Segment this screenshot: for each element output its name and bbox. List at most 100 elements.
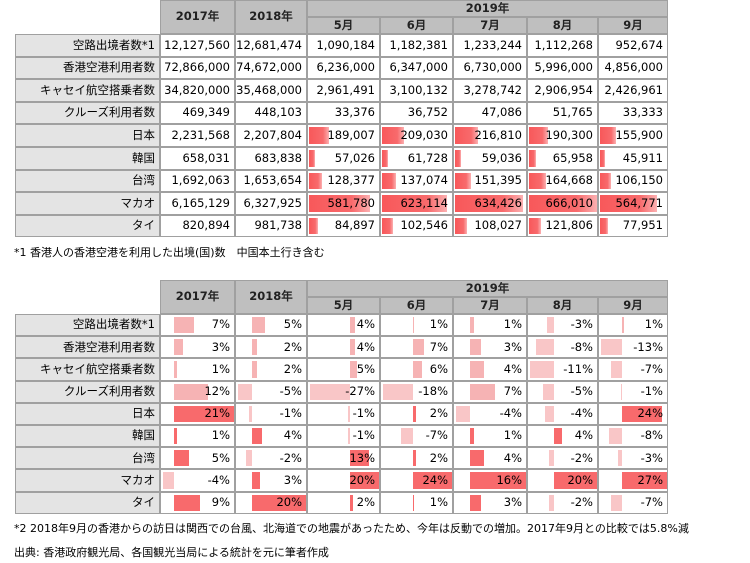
cell: -4% xyxy=(527,402,598,425)
data-bar xyxy=(309,195,371,212)
data-bar xyxy=(455,127,479,144)
cell-text: 6月 xyxy=(406,17,427,32)
cell-text: 36,752 xyxy=(407,105,448,120)
cell-text: 3% xyxy=(283,472,302,487)
cell: -8% xyxy=(527,336,598,359)
cell: 33,333 xyxy=(598,101,668,125)
cell-text: 2,207,804 xyxy=(243,127,302,142)
cell: 164,668 xyxy=(527,169,598,193)
cell-text: キャセイ航空搭乗者数 xyxy=(40,361,155,376)
cell: 137,074 xyxy=(380,169,453,193)
cell-text: 9% xyxy=(211,494,230,509)
cell: 47,086 xyxy=(453,101,527,125)
cell-text: 2018年 xyxy=(249,9,293,24)
data-bar xyxy=(174,361,178,378)
row-label: 香港空港利用者数 xyxy=(15,336,160,359)
data-bar xyxy=(601,339,623,356)
cell-text: 106,150 xyxy=(615,173,663,188)
cell-text: 581,780 xyxy=(327,195,375,210)
cell-text: 空路出境者数*1 xyxy=(72,37,155,52)
header-month: 9月 xyxy=(598,297,668,314)
cell-text: 3% xyxy=(503,339,522,354)
cell: 623,114 xyxy=(380,192,453,215)
header-month: 9月 xyxy=(598,17,668,34)
cell-text: 209,030 xyxy=(400,127,448,142)
cell: 2% xyxy=(235,336,307,359)
row-label: 韓国 xyxy=(15,425,160,448)
cell-text: 6% xyxy=(429,361,448,376)
header-month: 5月 xyxy=(307,297,380,314)
cell: 216,810 xyxy=(453,124,527,147)
cell-text: 24% xyxy=(422,472,448,487)
cell-text: -3% xyxy=(640,450,663,465)
data-bar xyxy=(174,317,195,334)
header-year: 2017年 xyxy=(160,0,235,34)
cell: 7% xyxy=(380,336,453,359)
cell: 20% xyxy=(307,469,380,492)
data-bar xyxy=(349,450,369,467)
header-year: 2017年 xyxy=(160,280,235,314)
cell: 1,090,184 xyxy=(307,34,380,57)
cell-text: 2% xyxy=(429,406,448,421)
data-bar xyxy=(529,150,536,167)
cell-text: 448,103 xyxy=(254,105,302,120)
data-bar xyxy=(349,339,356,356)
data-bar xyxy=(470,494,481,511)
cell: 4% xyxy=(527,425,598,448)
cell-text: 香港空港利用者数 xyxy=(63,60,155,75)
cell-text: 121,806 xyxy=(545,218,593,233)
data-bar xyxy=(163,472,175,489)
cell-text: -7% xyxy=(425,428,448,443)
row-label: キャセイ航空搭乗者数 xyxy=(15,358,160,381)
cell: 2,906,954 xyxy=(527,79,598,102)
data-bar xyxy=(542,383,554,400)
cell-text: 5月 xyxy=(333,17,354,32)
cell: -1% xyxy=(235,402,307,425)
cell-text: 155,900 xyxy=(615,127,663,142)
cell-text: -13% xyxy=(633,339,663,354)
cell-text: 57,026 xyxy=(334,150,375,165)
data-bar xyxy=(251,361,258,378)
cell: 16% xyxy=(453,469,527,492)
cell: -3% xyxy=(527,314,598,337)
data-bar xyxy=(309,150,315,167)
cell-text: クルーズ利用者数 xyxy=(63,105,155,120)
cell: 3% xyxy=(235,469,307,492)
cell: 45,911 xyxy=(598,147,668,170)
cell: 35,468,000 xyxy=(235,79,307,102)
data-bar xyxy=(600,127,616,144)
data-bar xyxy=(549,494,554,511)
data-bar xyxy=(251,472,260,489)
data-bar xyxy=(382,172,397,190)
cell-text: 1% xyxy=(211,361,230,376)
cell-text: -2% xyxy=(570,450,593,465)
data-bar xyxy=(238,383,252,400)
data-bar xyxy=(412,472,452,489)
data-bar xyxy=(349,361,357,378)
data-bar xyxy=(470,383,495,400)
data-bar xyxy=(620,383,623,400)
cell-text: タイ xyxy=(132,218,155,233)
data-bar xyxy=(412,450,416,467)
cell-text: 12,127,560 xyxy=(164,37,230,52)
cell: 9% xyxy=(160,491,235,514)
cell-text: 1% xyxy=(211,428,230,443)
data-bar xyxy=(545,405,554,422)
header-blank xyxy=(15,280,160,314)
cell-text: 7月 xyxy=(480,17,500,32)
cell-text: マカオ xyxy=(120,472,156,487)
cell: 2% xyxy=(307,491,380,514)
cell-text: 128,377 xyxy=(327,173,375,188)
data-bar xyxy=(349,472,379,489)
cell-text: 13% xyxy=(349,450,375,465)
note: *2 2018年9月の香港からの訪日は関西での台風、北海道での地震があったため、… xyxy=(14,522,689,535)
cell-text: 21% xyxy=(204,406,230,421)
cell: 1,653,654 xyxy=(235,169,307,193)
cell-text: 3,278,742 xyxy=(463,82,522,97)
cell-text: 韓国 xyxy=(132,150,155,165)
cell-text: 2,906,954 xyxy=(534,82,593,97)
cell-text: -4% xyxy=(207,472,230,487)
cell: 1% xyxy=(160,425,235,448)
cell-text: 137,074 xyxy=(400,173,448,188)
cell-text: 1,182,381 xyxy=(389,37,448,52)
